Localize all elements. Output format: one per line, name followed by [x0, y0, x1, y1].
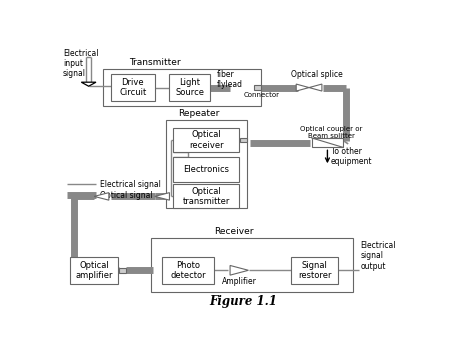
Text: fiber
flylead: fiber flylead: [217, 70, 243, 89]
Bar: [173, 157, 239, 181]
Text: Figure 1.1: Figure 1.1: [209, 295, 277, 308]
Text: Connector: Connector: [243, 92, 279, 98]
Text: Signal
restorer: Signal restorer: [298, 261, 331, 280]
Text: To other
equipment: To other equipment: [331, 147, 373, 166]
Text: Electrical signal: Electrical signal: [100, 180, 161, 189]
Text: Optical coupler or
Beam splitter: Optical coupler or Beam splitter: [300, 126, 362, 139]
Bar: [162, 257, 213, 284]
Bar: [110, 74, 155, 101]
Text: Optical
transmitter: Optical transmitter: [182, 187, 230, 206]
Bar: [312, 138, 343, 147]
Polygon shape: [309, 84, 322, 91]
Text: Optical
amplifier: Optical amplifier: [75, 261, 113, 280]
Text: Optical splice: Optical splice: [291, 70, 342, 79]
Polygon shape: [230, 266, 248, 275]
Bar: [166, 120, 246, 208]
Bar: [119, 268, 126, 273]
Polygon shape: [82, 82, 96, 86]
Bar: [70, 257, 118, 284]
Text: Photo
detector: Photo detector: [170, 261, 206, 280]
Text: Optical signal: Optical signal: [100, 191, 152, 200]
Text: Light
Source: Light Source: [175, 78, 204, 97]
Text: Electronics: Electronics: [183, 165, 229, 174]
Text: Transmitter: Transmitter: [129, 58, 181, 67]
Text: Electrical
input
signal: Electrical input signal: [63, 49, 99, 79]
Polygon shape: [94, 193, 109, 200]
Text: Optical
receiver: Optical receiver: [189, 130, 224, 150]
Bar: [103, 69, 261, 106]
Polygon shape: [155, 193, 170, 200]
Text: Drive
Circuit: Drive Circuit: [119, 78, 146, 97]
Bar: [240, 138, 247, 142]
Bar: [169, 74, 210, 101]
Text: Electrical
signal
output: Electrical signal output: [360, 241, 396, 270]
Bar: [151, 238, 353, 292]
Text: Receiver: Receiver: [214, 227, 254, 236]
Polygon shape: [296, 84, 309, 91]
Bar: [291, 257, 338, 284]
Bar: [173, 128, 239, 152]
Bar: [173, 184, 239, 208]
Bar: [255, 85, 261, 90]
Text: Repeater: Repeater: [178, 109, 219, 118]
Text: Amplifier: Amplifier: [222, 277, 257, 286]
